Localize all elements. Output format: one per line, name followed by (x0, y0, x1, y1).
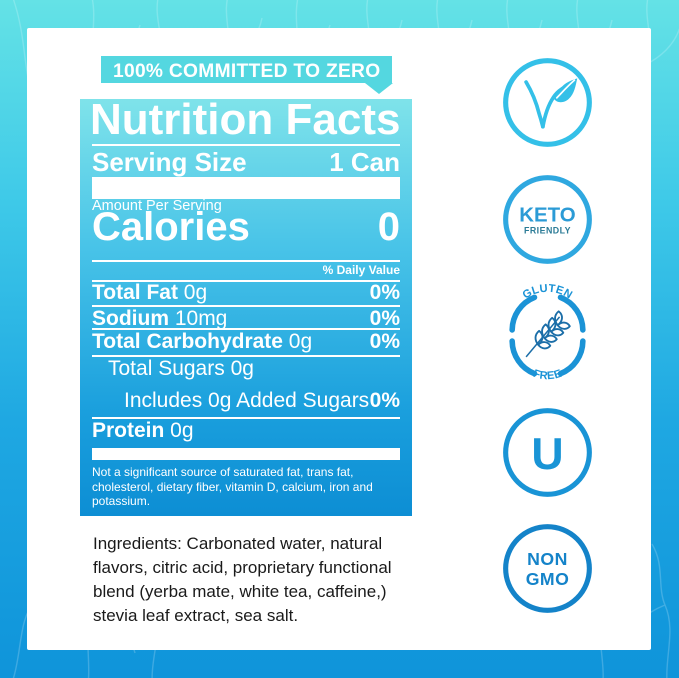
svg-text:FRIENDLY: FRIENDLY (524, 225, 571, 235)
svg-text:NON: NON (527, 549, 568, 569)
svg-text:GLUTEN: GLUTEN (521, 283, 575, 302)
svg-text:FREE: FREE (532, 368, 564, 383)
svg-text:GMO: GMO (526, 569, 570, 589)
svg-text:U: U (531, 430, 563, 479)
svg-text:KETO: KETO (519, 203, 576, 226)
